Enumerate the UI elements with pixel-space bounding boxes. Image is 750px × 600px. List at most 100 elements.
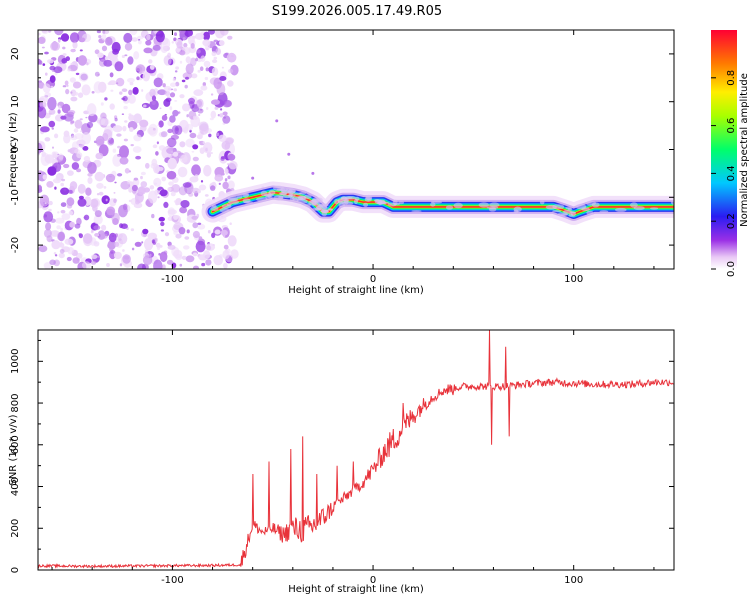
noise-speck [135,66,143,72]
ridge-blob [430,200,443,204]
noise-speck [131,184,138,192]
noise-speck [70,62,74,66]
noise-speck [220,172,225,176]
noise-speck [227,175,231,180]
noise-speck [166,95,171,98]
noise-speck [142,71,150,82]
y-tick-label: 400 [10,477,21,496]
noise-speck [124,120,128,123]
noise-speck [152,44,161,51]
noise-speck [227,235,237,247]
noise-speck [43,211,54,223]
noise-speck [219,254,223,259]
noise-speck [101,34,107,41]
noise-speck [227,180,235,190]
noise-speck [64,238,74,245]
noise-speck [203,250,211,260]
noise-speck [228,160,238,170]
noise-speck [119,157,129,165]
noise-speck [155,30,165,43]
noise-speck [61,213,71,221]
noise-speck [103,59,113,67]
ridge-blob [210,206,219,212]
x-tick-label: 0 [370,575,376,586]
noise-speck [43,262,52,269]
noise-speck [222,111,228,116]
noise-speck [122,254,131,264]
noise-speck [89,198,99,208]
noise-speck [190,73,198,79]
noise-speck [218,134,227,142]
ridge-blob [398,201,405,205]
noise-speck [69,181,78,191]
noise-speck [142,228,149,235]
noise-speck [167,207,176,218]
noise-speck [183,42,188,48]
noise-speck [107,242,112,249]
noise-speck [219,40,225,46]
noise-speck [197,189,201,194]
noise-speck [151,213,155,219]
noise-speck [55,217,65,224]
noise-speck [112,218,119,225]
ridge-blob [513,209,519,214]
noise-speck [95,152,104,160]
noise-speck [74,223,81,229]
noise-speck [207,230,211,234]
noise-speck [172,78,176,82]
noise-speck [91,91,95,94]
noise-speck [160,131,168,138]
noise-speck [206,107,209,110]
noise-speck [219,76,227,81]
noise-speck [196,98,204,109]
ridge-blob [378,199,383,206]
noise-speck [104,97,108,101]
ridge-blob [311,207,322,211]
noise-speck [74,119,83,129]
noise-speck [94,71,100,77]
noise-speck [105,36,113,46]
noise-speck [159,251,168,263]
noise-speck [149,64,155,70]
noise-speck [101,224,107,231]
noise-speck [164,90,171,96]
noise-speck [227,153,236,161]
noise-speck [175,66,180,70]
noise-speck [123,138,128,142]
noise-speck [70,96,78,102]
ridge-blob [355,196,360,201]
noise-speck [38,106,47,119]
noise-speck [182,37,186,41]
noise-speck [181,255,187,260]
noise-speck [157,196,160,199]
spectrogram-ridge [201,181,674,225]
y-tick-label: 200 [10,519,21,538]
noise-speck [206,245,212,251]
noise-speck [203,164,212,177]
noise-speck [167,128,173,134]
colorbar-tick-label: 0.2 [726,213,737,229]
noise-speck [129,30,138,36]
ridge-blob [263,193,274,197]
noise-speck [86,103,97,117]
noise-speck [136,35,144,40]
noise-speck [62,53,67,56]
noise-speck [185,76,189,80]
noise-speck [191,35,197,39]
noise-speck [213,39,219,43]
ridge-blob [221,204,232,209]
noise-speck [149,88,156,98]
noise-speck [122,95,128,102]
noise-speck [128,199,132,203]
noise-speck [38,81,45,89]
noise-speck [228,68,234,74]
noise-speck [40,126,50,133]
noise-speck [54,186,57,190]
noise-speck [96,182,104,189]
noise-speck [38,185,42,192]
colorbar-ticks: 0.0 0.2 0.4 0.6 0.8 [711,70,737,277]
noise-speck [202,141,205,144]
noise-speck [115,82,119,85]
noise-speck [109,72,114,78]
noise-speck [128,89,133,96]
